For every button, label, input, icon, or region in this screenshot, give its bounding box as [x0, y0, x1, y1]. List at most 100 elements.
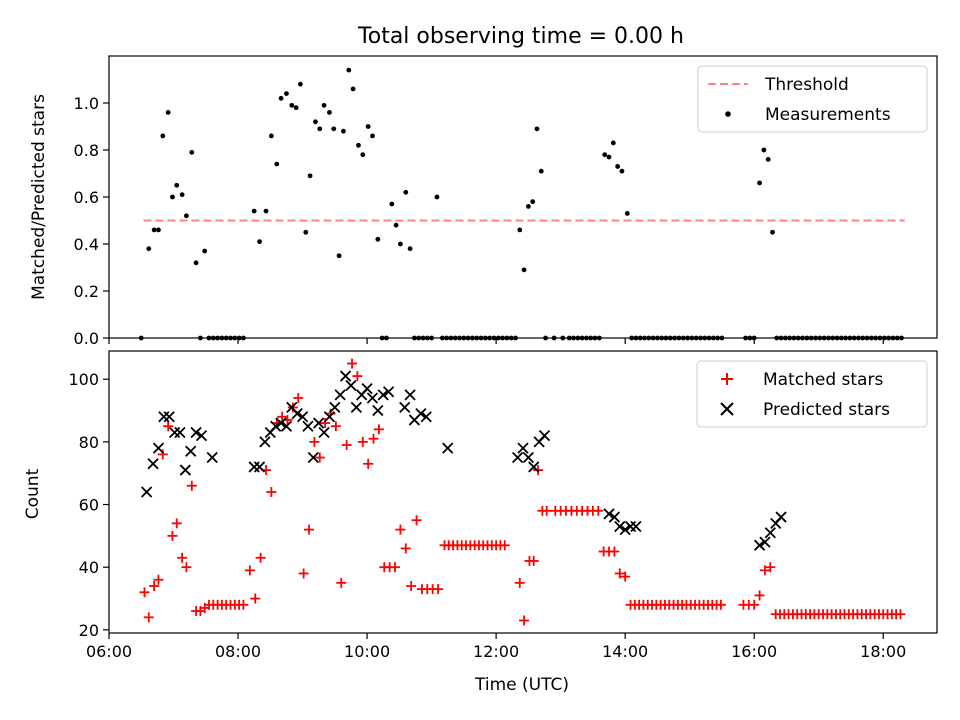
measurement-point	[293, 105, 299, 111]
predicted-star-point	[291, 408, 303, 420]
measurement-point	[521, 267, 527, 273]
measurement-point	[160, 133, 166, 139]
matched-star-point	[499, 540, 510, 551]
measurement-point	[156, 227, 161, 233]
predicted-star-b	[603, 508, 615, 520]
matched-star-point	[357, 436, 368, 447]
predicted-star-b	[291, 408, 303, 420]
predicted-star-b	[366, 392, 379, 404]
x-tick-label: 18:00	[860, 642, 906, 661]
top-y-tick-label: 0.0	[74, 329, 99, 348]
matched-star-point	[277, 411, 288, 422]
predicted-star-b	[415, 408, 427, 420]
predicted-star-point	[275, 417, 287, 429]
measurement-point	[321, 102, 327, 108]
measurement-point	[303, 229, 309, 235]
predicted-star-point	[195, 429, 208, 442]
measurement-point	[274, 161, 280, 167]
matched-star-point	[715, 599, 726, 610]
predicted-star-point	[313, 417, 325, 429]
predicted-star-point	[528, 461, 540, 473]
matched-star-point	[395, 524, 406, 535]
predicted-star-point	[140, 486, 153, 498]
matched-star-point	[143, 612, 154, 623]
top-y-axis-label: Matched/Predicted stars	[29, 94, 49, 300]
matched-star-point	[352, 371, 363, 382]
predicted-star-b	[179, 464, 191, 476]
matched-star-point	[309, 436, 320, 447]
measurement-point	[341, 128, 346, 134]
predicted-star-point	[179, 464, 191, 476]
matched-star-point	[336, 577, 347, 588]
matched-star-point	[320, 418, 331, 429]
predicted-star-b	[608, 511, 621, 523]
top-legend: Threshold Measurements	[697, 65, 928, 133]
predicted-star-point	[259, 436, 271, 448]
predicted-star-b	[318, 426, 330, 439]
bottom-y-tick-label: 40	[79, 558, 99, 577]
matched-star-point	[298, 568, 309, 579]
predicted-stars-points	[140, 370, 787, 551]
predicted-star-point	[377, 389, 389, 401]
predicted-star-point	[345, 379, 357, 392]
predicted-star-point	[614, 520, 626, 533]
matched-star-point	[255, 552, 266, 563]
matched-star-point	[238, 599, 249, 610]
predicted-star-b	[307, 451, 319, 464]
measurement-point	[174, 182, 180, 188]
measurement-point	[268, 133, 274, 139]
top-y-tick-label: 0.8	[74, 141, 99, 160]
measurement-point	[189, 149, 195, 155]
predicted-star-b	[286, 401, 298, 414]
measurement-point	[346, 67, 352, 73]
measurement-point	[619, 168, 625, 174]
matched-star-point	[181, 562, 192, 573]
predicted-star-point	[517, 442, 529, 454]
matched-star-point	[157, 449, 168, 460]
x-tick-label: 10:00	[344, 642, 390, 661]
predicted-star-b	[253, 461, 266, 473]
measurement-point	[327, 110, 332, 115]
predicted-star-b	[248, 461, 260, 473]
matched-star-point	[528, 555, 539, 566]
predicted-star-point	[152, 442, 165, 454]
predicted-star-b	[185, 445, 197, 457]
legend-measurements-label: Measurements	[765, 105, 891, 125]
predicted-star-point	[253, 461, 266, 473]
predicted-star-point	[630, 520, 642, 533]
predicted-star-b	[302, 420, 314, 432]
measurement-point	[393, 222, 399, 228]
predicted-star-b	[147, 458, 159, 470]
predicted-star-b	[759, 536, 771, 548]
predicted-star-b	[764, 527, 776, 539]
predicted-star-point	[361, 382, 373, 395]
predicted-star-b	[339, 370, 352, 382]
matched-star-point	[433, 584, 444, 595]
predicted-star-b	[158, 411, 170, 423]
predicted-star-b	[619, 523, 631, 536]
top-legend-box	[697, 65, 928, 133]
predicted-star-b	[195, 429, 208, 442]
measurement-point	[289, 102, 295, 108]
measurement-point	[146, 246, 152, 252]
matched-star-point	[139, 587, 150, 598]
predicted-star-b	[420, 411, 432, 423]
predicted-star-point	[624, 520, 637, 533]
measurement-point	[624, 211, 630, 216]
bottom-plot-frame	[108, 350, 938, 634]
measurement-point	[360, 152, 366, 158]
matched-star-point	[895, 609, 906, 620]
predicted-star-b	[538, 429, 551, 442]
x-tick-label: 12:00	[473, 642, 519, 661]
predicted-star-point	[775, 511, 787, 523]
predicted-star-b	[270, 420, 282, 432]
predicted-star-b	[345, 379, 357, 392]
bottom-y-tick-label: 60	[79, 496, 99, 515]
predicted-star-b	[168, 426, 181, 439]
matched-star-point	[400, 543, 411, 554]
measurement-point	[263, 208, 269, 214]
matched-star-point	[250, 593, 261, 604]
predicted-star-b	[382, 386, 395, 398]
matched-star-point	[406, 581, 417, 591]
measurement-point	[525, 204, 531, 209]
